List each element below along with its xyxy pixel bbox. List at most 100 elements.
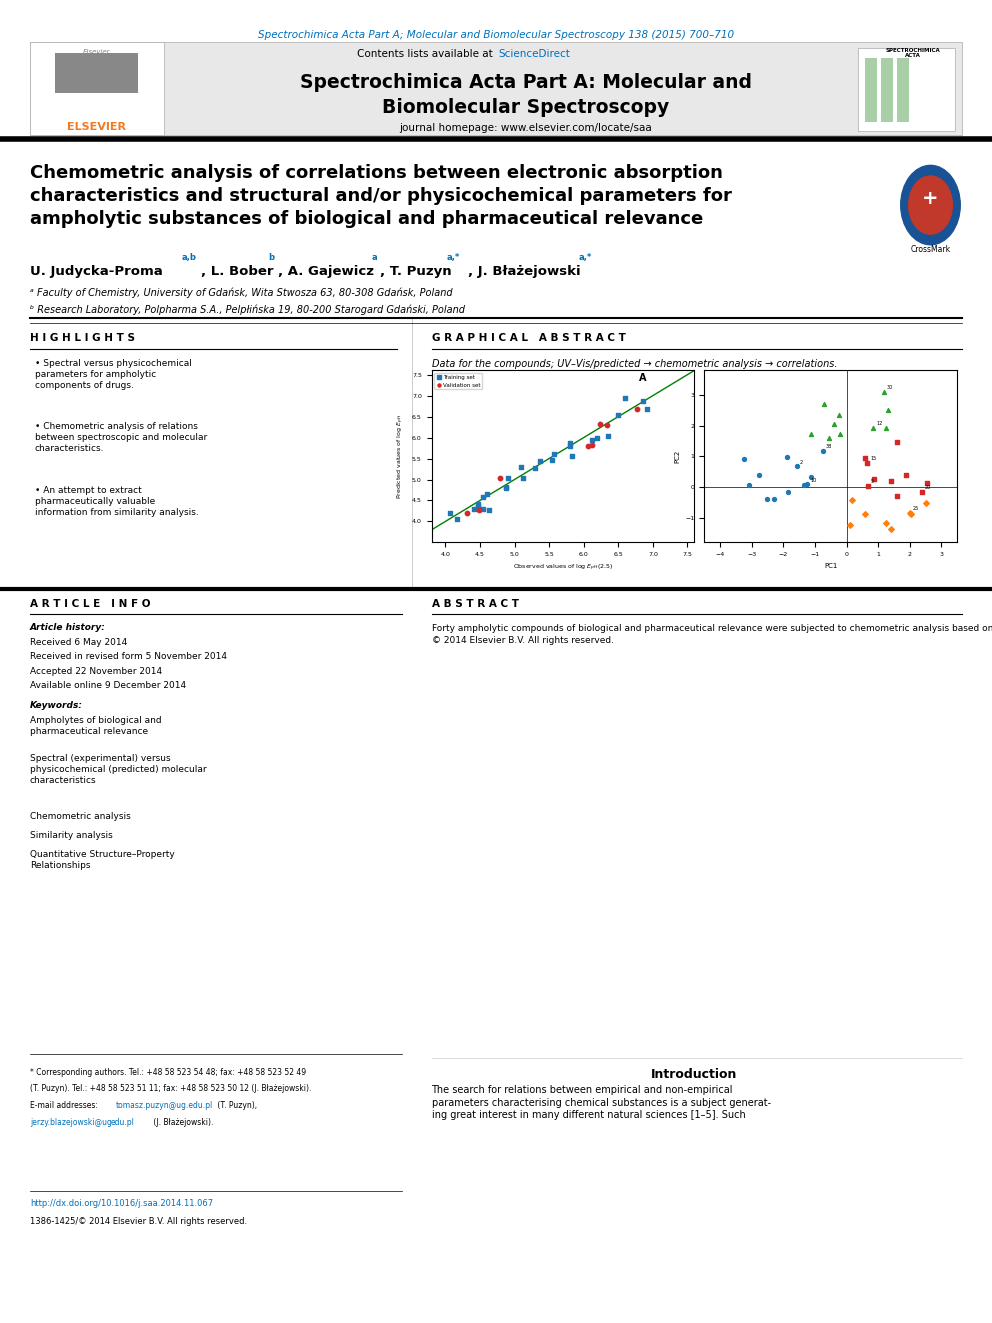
Text: 10: 10 — [810, 478, 816, 483]
Text: a,*: a,* — [446, 253, 459, 262]
Training set — [639, 398, 655, 419]
Text: jerzy.blazejowski@ug.: jerzy.blazejowski@ug. — [30, 1118, 114, 1127]
Text: 12: 12 — [876, 421, 883, 426]
Point — [860, 475, 876, 496]
Text: CrossMark: CrossMark — [911, 245, 950, 254]
Training set — [479, 483, 495, 504]
Text: +: + — [923, 189, 938, 208]
Text: A B S T R A C T: A B S T R A C T — [432, 599, 519, 610]
Text: (T. Puzyn),: (T. Puzyn), — [215, 1101, 257, 1110]
Training set — [466, 499, 482, 520]
Text: • An attempt to extract
pharmaceutically valuable
information from similarity an: • An attempt to extract pharmaceutically… — [35, 486, 198, 517]
Text: Elsevier
Tree: Elsevier Tree — [82, 49, 110, 62]
Training set — [561, 433, 577, 454]
Point — [736, 448, 752, 470]
Training set — [449, 508, 465, 529]
Training set — [547, 443, 562, 464]
Point — [903, 503, 919, 524]
Text: (T. Puzyn). Tel.: +48 58 523 51 11; fax: +48 58 523 50 12 (J. Błażejowski).: (T. Puzyn). Tel.: +48 58 523 51 11; fax:… — [30, 1084, 311, 1093]
Text: • Chemometric analysis of relations
between spectroscopic and molecular
characte: • Chemometric analysis of relations betw… — [35, 422, 207, 454]
Point — [796, 474, 811, 495]
FancyBboxPatch shape — [30, 42, 962, 135]
Text: Chemometric analysis: Chemometric analysis — [30, 811, 131, 820]
Point — [866, 417, 882, 438]
X-axis label: PC1: PC1 — [824, 562, 837, 569]
Point — [804, 423, 819, 445]
Training set — [562, 435, 578, 456]
Point — [766, 490, 782, 511]
Validation set — [493, 467, 509, 488]
Point — [816, 393, 832, 414]
Text: http://dx.doi.org/10.1016/j.saa.2014.11.067: http://dx.doi.org/10.1016/j.saa.2014.11.… — [30, 1199, 213, 1208]
Training set — [584, 430, 600, 451]
FancyBboxPatch shape — [881, 58, 893, 122]
Point — [902, 503, 918, 524]
Point — [857, 504, 873, 525]
Training set — [545, 448, 560, 470]
FancyBboxPatch shape — [865, 58, 877, 122]
Point — [878, 417, 894, 438]
Point — [857, 447, 873, 468]
Point — [789, 455, 805, 476]
X-axis label: Observed values of log $E_{pH}$(2.5): Observed values of log $E_{pH}$(2.5) — [513, 562, 613, 573]
Text: The search for relations between empirical and non-empirical
parameters characte: The search for relations between empiric… — [432, 1085, 771, 1121]
Training set — [515, 468, 531, 490]
Training set — [564, 445, 580, 466]
Text: 38: 38 — [826, 445, 832, 450]
Text: a: a — [372, 253, 378, 262]
Text: • Spectral versus physicochemical
parameters for ampholytic
components of drugs.: • Spectral versus physicochemical parame… — [35, 359, 191, 390]
Text: Spectral (experimental) versus
physicochemical (predicted) molecular
characteris: Spectral (experimental) versus physicoch… — [30, 754, 206, 786]
Point — [826, 413, 842, 434]
Training set — [475, 487, 491, 508]
Point — [844, 490, 860, 511]
Point — [883, 519, 899, 540]
FancyBboxPatch shape — [897, 58, 909, 122]
Point — [880, 400, 896, 421]
Training set — [532, 451, 548, 472]
Text: Contents lists available at: Contents lists available at — [357, 49, 496, 60]
Training set — [527, 458, 543, 479]
Text: , L. Bober: , L. Bober — [201, 265, 274, 278]
Training set — [475, 497, 491, 519]
Training set — [514, 456, 530, 478]
Text: 1386-1425/© 2014 Elsevier B.V. All rights reserved.: 1386-1425/© 2014 Elsevier B.V. All right… — [30, 1217, 247, 1226]
Training set — [498, 478, 514, 499]
Text: Data for the compounds; UV–Vis/predicted → chemometric analysis → correlations.: Data for the compounds; UV–Vis/predicted… — [432, 359, 837, 369]
Text: H I G H L I G H T S: H I G H L I G H T S — [30, 333, 135, 344]
Point — [815, 441, 831, 462]
FancyBboxPatch shape — [30, 42, 164, 135]
Text: Spectrochimica Acta Part A; Molecular and Biomolecular Spectroscopy 138 (2015) 7: Spectrochimica Acta Part A; Molecular an… — [258, 30, 734, 41]
Point — [780, 446, 796, 467]
Text: 25: 25 — [913, 507, 919, 512]
Point — [803, 466, 818, 487]
Training set — [470, 493, 486, 515]
Point — [759, 488, 775, 509]
Circle shape — [901, 165, 960, 245]
Text: Ampholytes of biological and
pharmaceutical relevance: Ampholytes of biological and pharmaceuti… — [30, 716, 162, 736]
Text: , J. Błażejowski: , J. Błażejowski — [468, 265, 581, 278]
Training set — [441, 501, 457, 523]
Text: Keywords:: Keywords: — [30, 701, 82, 710]
Text: Available online 9 December 2014: Available online 9 December 2014 — [30, 681, 186, 691]
Point — [820, 427, 836, 448]
Text: (J. Błażejowski).: (J. Błażejowski). — [151, 1118, 213, 1127]
Text: a,*: a,* — [578, 253, 591, 262]
Text: ᵃ Faculty of Chemistry, University of Gdańsk, Wita Stwosza 63, 80-308 Gdańsk, Po: ᵃ Faculty of Chemistry, University of Gd… — [30, 287, 452, 298]
Validation set — [584, 434, 600, 455]
Text: Spectrochimica Acta Part A: Molecular and: Spectrochimica Acta Part A: Molecular an… — [300, 73, 752, 91]
Validation set — [629, 398, 645, 419]
Text: Introduction: Introduction — [651, 1068, 738, 1081]
Point — [859, 452, 875, 474]
Training set — [600, 426, 616, 447]
Circle shape — [909, 176, 952, 234]
Validation set — [599, 414, 615, 435]
Point — [866, 468, 882, 490]
FancyBboxPatch shape — [412, 318, 413, 589]
Text: tomasz.puzyn@ug.edu.pl: tomasz.puzyn@ug.edu.pl — [116, 1101, 213, 1110]
Text: Received 6 May 2014: Received 6 May 2014 — [30, 638, 127, 647]
Point — [831, 404, 847, 425]
Text: ᵇ Research Laboratory, Polpharma S.A., Pelpłińska 19, 80-200 Starogard Gdański, : ᵇ Research Laboratory, Polpharma S.A., P… — [30, 304, 465, 315]
Training set — [470, 496, 486, 517]
Point — [876, 381, 892, 402]
Text: 20: 20 — [925, 486, 930, 491]
